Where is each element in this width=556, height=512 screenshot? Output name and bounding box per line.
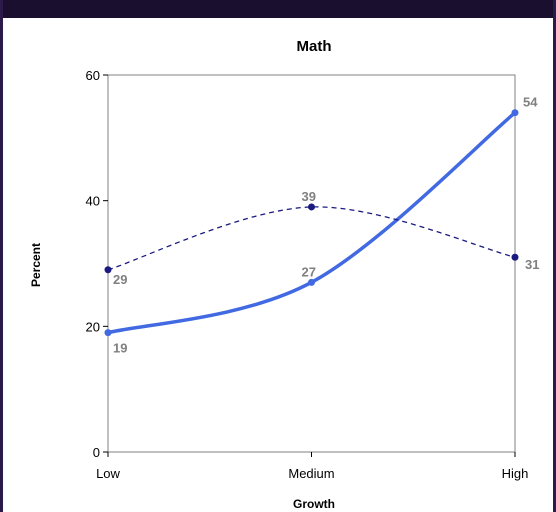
data-label: 19 <box>113 341 127 356</box>
data-point <box>104 266 112 274</box>
chart-title: Math <box>297 38 332 55</box>
data-point <box>511 253 519 261</box>
data-point <box>104 329 112 337</box>
window-border-left <box>0 0 3 512</box>
series-layer <box>104 109 519 337</box>
data-label: 29 <box>113 272 127 287</box>
data-label: 27 <box>302 264 316 279</box>
y-tick-label: 60 <box>86 68 100 83</box>
y-axis-title: Percent <box>29 243 43 287</box>
y-tick-label: 20 <box>86 319 100 334</box>
series-line-1 <box>107 111 517 335</box>
window-border-right <box>553 0 556 512</box>
data-point <box>308 203 315 211</box>
x-tick-label: High <box>502 466 529 481</box>
data-label: 31 <box>525 257 539 272</box>
x-tick-label: Medium <box>288 466 334 481</box>
chart-axes: 0 20 40 60 Low Medium High <box>86 68 529 481</box>
data-labels-layer: 19 27 54 29 39 31 <box>113 95 539 356</box>
y-tick-label: 40 <box>86 194 100 209</box>
x-axis-title: Growth <box>293 497 335 511</box>
window-top-bar <box>0 0 556 18</box>
x-tick-label: Low <box>96 466 120 481</box>
y-tick-label: 0 <box>93 445 100 460</box>
series-line-2 <box>107 206 516 271</box>
data-point <box>308 278 315 286</box>
data-point <box>511 109 519 117</box>
data-label: 54 <box>523 95 538 110</box>
data-label: 39 <box>302 189 316 204</box>
